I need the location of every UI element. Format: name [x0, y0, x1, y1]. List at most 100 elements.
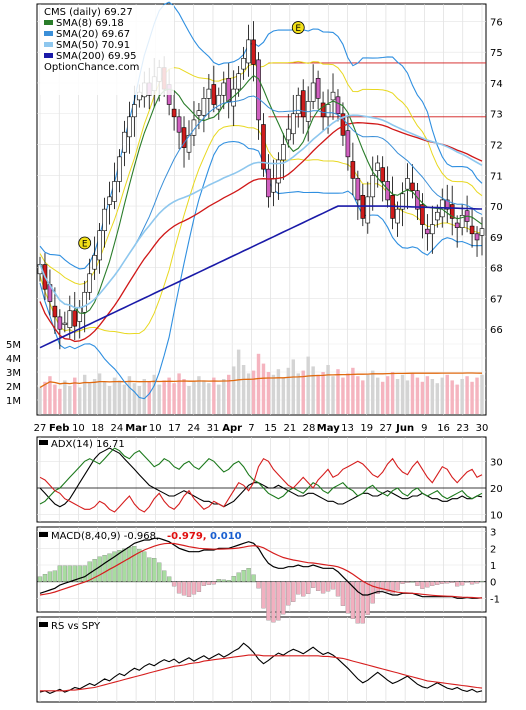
candle-body [459, 215, 465, 228]
candle-body [380, 167, 385, 182]
macd-histogram-bar [440, 581, 445, 584]
adx-panel-frame [36, 436, 487, 523]
macd-histogram-bar [345, 581, 351, 614]
x-tick-label: 24 [111, 423, 124, 434]
macd-histogram-bar [152, 558, 157, 582]
macd-legend: MACD(8,40,9) -0.968, -0.979, 0.010 [39, 531, 242, 542]
candle-body [132, 104, 137, 118]
volume-bar [251, 370, 256, 414]
adx-tick-label: 10 [490, 511, 503, 522]
macd-histogram-bar [211, 581, 216, 585]
candle-body [251, 39, 256, 65]
rs-legend-swatch [39, 622, 48, 627]
candle-body [330, 91, 336, 101]
candle-body [405, 178, 410, 190]
macd-histogram-bar [67, 565, 72, 582]
earnings-marker-label: E [82, 240, 88, 250]
macd-histogram-value: 0.010 [210, 531, 242, 542]
volume-tick-label: 1M [6, 396, 21, 407]
volume-bar [410, 373, 415, 414]
adx-line-2 [39, 457, 483, 513]
volume-bar [241, 365, 246, 414]
volume-bar [296, 373, 300, 414]
volume-tick-label: 3M [6, 368, 21, 379]
volume-bar [266, 372, 271, 414]
volume-bar [321, 372, 325, 414]
x-tick-label: 23 [456, 423, 469, 434]
macd-histogram-bar [117, 550, 122, 582]
x-tick-label: 27 [34, 423, 47, 434]
candle-body [196, 110, 202, 116]
legend-label-sma20: SMA(20) 69.67 [56, 29, 130, 40]
volume-bar [246, 373, 251, 414]
legend-swatch-sma50 [44, 42, 53, 47]
volume-bar [311, 366, 315, 414]
x-tick-label: May [317, 423, 340, 434]
volume-bar [341, 377, 345, 414]
candle-body [236, 73, 241, 90]
volume-bar [97, 373, 102, 414]
volume-bar [371, 370, 375, 414]
lower-band-line [39, 140, 483, 400]
macd-histogram-bar [142, 551, 147, 582]
volume-bar [430, 379, 435, 414]
price-chart-title: CMS (daily) 69.27 [44, 7, 133, 18]
price-tick-label: 75 [490, 48, 503, 59]
candle-body [310, 82, 316, 102]
volume-bar [445, 374, 449, 414]
x-tick-label: 17 [168, 423, 181, 434]
volume-bar [192, 381, 196, 414]
volume-bar [58, 388, 62, 414]
macd-histogram-bar [157, 562, 162, 582]
macd-histogram-bar [246, 568, 251, 582]
indicator-lines-layer: EE [39, 21, 483, 695]
macd-histogram-bar [365, 581, 370, 615]
x-tick-label: Mar [125, 423, 147, 434]
price-tick-label: 68 [490, 264, 503, 275]
macd-histogram-bar [420, 581, 425, 589]
volume-bar [286, 367, 291, 414]
volume-bar [271, 374, 276, 414]
adx-tick-label: 30 [490, 457, 503, 468]
volume-bar [38, 387, 42, 414]
x-tick-label: 16 [437, 423, 450, 434]
macd-tick-label: 2 [490, 544, 496, 555]
upper-keltner-line [39, 60, 483, 285]
macd-histogram-bar [276, 581, 281, 621]
volume-bar [480, 374, 484, 414]
volume-bar [415, 377, 420, 414]
volume-bar [142, 379, 147, 414]
volume-tick-label: 5M [6, 340, 21, 351]
adx-legend-swatch [39, 440, 48, 445]
candle-body [315, 78, 321, 99]
macd-histogram-bar [315, 581, 321, 591]
volume-bar [157, 384, 161, 414]
candle-body [345, 130, 351, 158]
macd-histogram-bar [450, 581, 455, 583]
macd-histogram-bar [360, 581, 365, 624]
macd-histogram-bar [301, 581, 306, 597]
volume-bar [236, 349, 241, 414]
macd-histogram-bar [435, 581, 440, 585]
earnings-marker [291, 21, 305, 34]
volume-bar [117, 380, 122, 414]
volume-bar [53, 384, 57, 414]
volume-layer [37, 349, 485, 624]
macd-line-1 [39, 542, 483, 599]
volume-bar [470, 381, 474, 414]
adx-panel-title: ADX(14) 16.71 [51, 439, 125, 450]
macd-histogram-bar [72, 565, 77, 582]
price-tick-label: 70 [490, 202, 503, 213]
volume-bar [78, 387, 82, 414]
volume-bar [127, 376, 132, 414]
volume-bar [306, 356, 310, 414]
macd-histogram-bar [320, 581, 326, 594]
macd-legend-swatch [39, 532, 48, 537]
x-tick-label: 21 [283, 423, 296, 434]
price-tick-label: 67 [490, 294, 503, 305]
candle-body [444, 199, 450, 210]
candle-body [241, 58, 246, 70]
volume-tick-label: 2M [6, 382, 21, 393]
volume-bar [390, 372, 395, 414]
